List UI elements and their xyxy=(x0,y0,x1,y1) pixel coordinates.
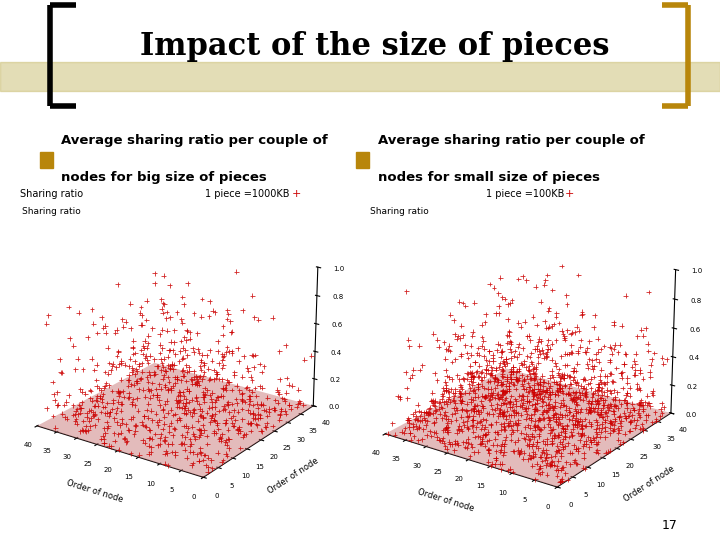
X-axis label: Order of node: Order of node xyxy=(65,478,124,504)
Text: nodes for big size of pieces: nodes for big size of pieces xyxy=(61,171,267,184)
Text: Sharing ratio: Sharing ratio xyxy=(20,189,84,199)
Text: 1 piece =100KB: 1 piece =100KB xyxy=(486,189,564,199)
Text: nodes for small size of pieces: nodes for small size of pieces xyxy=(378,171,600,184)
Bar xyxy=(356,152,369,167)
Bar xyxy=(0,62,720,91)
Text: 17: 17 xyxy=(662,519,678,532)
Text: Sharing ratio: Sharing ratio xyxy=(370,207,429,217)
Bar xyxy=(40,152,53,167)
Text: Average sharing ratio per couple of: Average sharing ratio per couple of xyxy=(61,133,328,147)
Text: +: + xyxy=(565,189,575,199)
Text: 1 piece =1000KB: 1 piece =1000KB xyxy=(205,189,289,199)
Text: Sharing ratio: Sharing ratio xyxy=(22,207,81,216)
X-axis label: Order of node: Order of node xyxy=(416,487,474,513)
Text: Impact of the size of pieces: Impact of the size of pieces xyxy=(140,31,609,62)
Text: +: + xyxy=(292,189,301,199)
Y-axis label: Order of node: Order of node xyxy=(621,464,676,504)
Y-axis label: Order of node: Order of node xyxy=(266,456,320,495)
Text: Average sharing ratio per couple of: Average sharing ratio per couple of xyxy=(378,133,644,147)
